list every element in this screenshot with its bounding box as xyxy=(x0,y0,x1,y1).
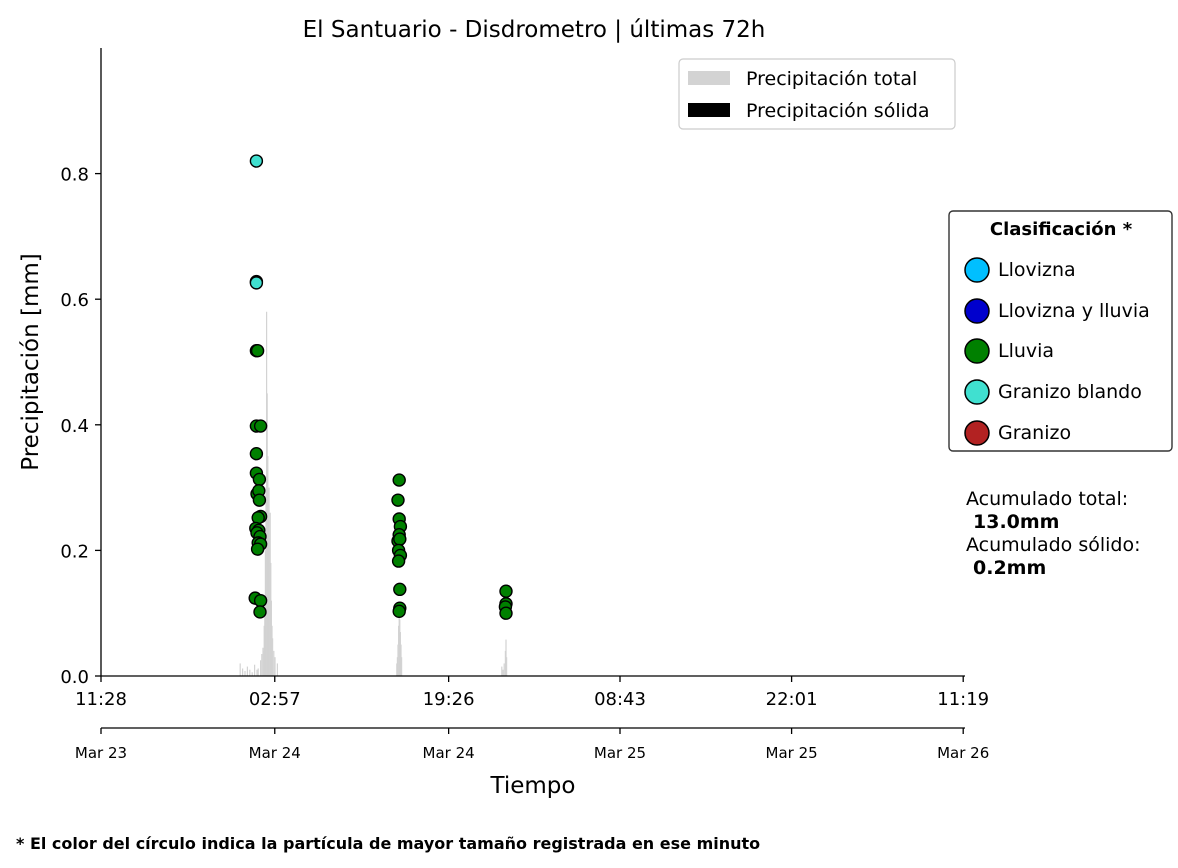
precip-point xyxy=(250,343,265,358)
classification-points xyxy=(248,154,513,620)
precip-point xyxy=(250,542,265,556)
y-tick-label: 0.4 xyxy=(60,416,89,437)
precip-total-bar xyxy=(261,654,263,676)
precip-point xyxy=(392,473,406,487)
plot-area xyxy=(239,154,513,676)
y-axis-label: Precipitación [mm] xyxy=(18,253,44,470)
classification-legend: Clasificación * Llovizna Llovizna y lluv… xyxy=(948,210,1173,452)
precip-total-bar xyxy=(251,672,253,676)
precip-point xyxy=(249,446,264,461)
precip-total-bar xyxy=(276,663,278,676)
x-ticks: 11:28 Mar 23 02:57 Mar 24 19:26 Mar 24 08:43 Ma… xyxy=(75,676,989,762)
accumulated-solid-value: 0.2mm xyxy=(973,557,1046,579)
footnote: * El color del círculo indica la partícu… xyxy=(16,834,760,853)
precip-point xyxy=(251,511,265,525)
class-label-llovizna: Llovizna xyxy=(998,259,1076,281)
chart-title: El Santuario - Disdrometro | últimas 72h xyxy=(303,17,766,43)
precip-point xyxy=(393,582,407,597)
y-tick-label: 0.0 xyxy=(60,667,89,688)
precip-total-bar xyxy=(260,660,262,676)
precip-point xyxy=(392,604,406,619)
accumulated-summary: Acumulado total: 13.0mm Acumulado sólido… xyxy=(966,488,1141,579)
class-label-lluvia: Lluvia xyxy=(998,340,1054,362)
precip-point xyxy=(253,593,268,608)
classification-title: Clasificación * xyxy=(990,219,1133,240)
x-tick-date-label: Mar 25 xyxy=(594,744,646,762)
legend-swatch-total xyxy=(688,71,730,85)
class-marker-granizo xyxy=(964,420,990,446)
precip-total-bar xyxy=(244,670,246,676)
precip-total-bar xyxy=(246,666,248,676)
accumulated-solid-label: Acumulado sólido: xyxy=(966,534,1141,556)
class-marker-lluvia xyxy=(964,338,990,364)
x-axis-label: Tiempo xyxy=(490,773,576,799)
x-tick-time-label: 19:26 xyxy=(423,689,475,710)
precip-point xyxy=(499,584,513,598)
precip-point xyxy=(249,276,264,290)
precipitation-bars xyxy=(239,311,508,676)
x-tick-time-label: 02:57 xyxy=(249,689,301,710)
precip-point xyxy=(391,493,405,507)
precip-point xyxy=(252,493,267,507)
class-marker-granizo-blando xyxy=(964,379,990,405)
class-marker-llovizna xyxy=(964,257,990,283)
precip-point xyxy=(252,472,267,487)
legend-label-solid: Precipitación sólida xyxy=(746,100,930,122)
classification-legend-frame xyxy=(948,210,1173,452)
precip-total-bar xyxy=(501,666,503,676)
bar-legend-frame xyxy=(678,58,956,130)
precip-total-bar xyxy=(503,663,505,676)
precip-point xyxy=(253,605,267,619)
legend-swatch-solid xyxy=(688,103,730,117)
precip-total-bar xyxy=(273,650,275,676)
precip-total-bar xyxy=(257,668,259,676)
precip-total-bar xyxy=(272,638,274,676)
precip-total-bar xyxy=(242,668,244,676)
y-tick-label: 0.8 xyxy=(60,165,89,186)
x-tick-date-label: Mar 24 xyxy=(423,744,475,762)
accumulated-total-value: 13.0mm xyxy=(973,511,1059,533)
precip-total-bar xyxy=(254,664,256,676)
precip-total-bar xyxy=(401,657,403,676)
x-tick-date-label: Mar 25 xyxy=(766,744,818,762)
x-tick-date-label: Mar 24 xyxy=(249,744,301,762)
precip-total-bar xyxy=(506,657,508,676)
precip-total-bar xyxy=(249,669,251,676)
legend-label-total: Precipitación total xyxy=(746,68,917,90)
accumulated-total-label: Acumulado total: xyxy=(966,488,1128,510)
y-ticks: 0.0 0.2 0.4 0.6 0.8 xyxy=(60,165,101,688)
precip-point xyxy=(499,606,513,620)
precip-point xyxy=(393,532,407,546)
x-tick-date-label: Mar 23 xyxy=(75,744,127,762)
x-tick-time-label: 08:43 xyxy=(594,689,646,710)
class-label-llovizna-lluvia: Llovizna y lluvia xyxy=(998,300,1150,322)
x-tick-time-label: 11:19 xyxy=(937,689,989,710)
x-tick-time-label: 22:01 xyxy=(766,689,818,710)
precip-total-bar xyxy=(256,669,258,676)
precip-point xyxy=(391,554,406,568)
precip-total-bar xyxy=(239,663,241,676)
precip-total-bar xyxy=(502,669,504,676)
precip-point xyxy=(249,154,264,168)
bar-legend: Precipitación total Precipitación sólida xyxy=(678,58,956,130)
class-label-granizo: Granizo xyxy=(998,422,1071,444)
x-tick-time-label: 11:28 xyxy=(75,689,127,710)
class-marker-llovizna-lluvia xyxy=(964,298,990,324)
y-tick-label: 0.6 xyxy=(60,290,89,311)
class-label-granizo-blando: Granizo blando xyxy=(998,381,1142,403)
x-tick-date-label: Mar 26 xyxy=(937,744,989,762)
y-tick-label: 0.2 xyxy=(60,541,89,562)
precip-point xyxy=(253,419,268,433)
precip-total-bar xyxy=(274,657,276,676)
